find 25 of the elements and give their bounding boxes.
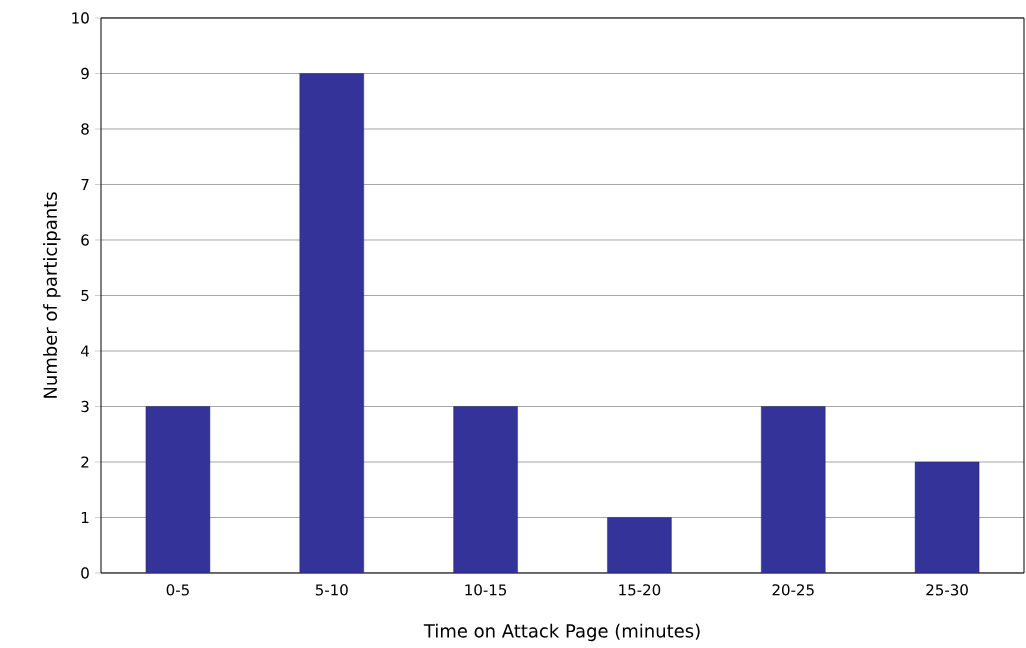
y-tick-label: 5 [81,289,89,302]
x-tick-label: 0-5 [166,584,189,596]
x-tick-label: 10-15 [465,584,507,596]
x-tick-label: 15-20 [619,584,661,596]
x-tick-label: 20-25 [772,584,814,596]
bar [299,73,364,573]
y-tick-label: 4 [81,345,89,357]
y-tick-label: 6 [81,234,89,246]
y-tick-label: 2 [81,456,89,468]
y-tick-label: 7 [81,179,89,190]
bar [607,517,672,573]
x-tick-label: 25-30 [926,584,968,596]
bar [453,406,518,573]
x-axis-title: Time on Attack Page (minutes) [423,623,700,642]
y-tick-label: 8 [81,123,89,135]
y-tick-label: 9 [81,67,89,80]
y-axis-title: Number of participants [43,192,61,398]
bar [761,406,826,573]
y-tick-label: 3 [81,400,89,413]
bar [145,406,211,573]
y-tick-label: 1 [81,512,89,523]
x-tick-label: 5-10 [315,584,348,596]
y-tick-label: 0 [81,567,89,579]
y-tick-label: 10 [72,12,89,24]
bar [914,461,980,573]
